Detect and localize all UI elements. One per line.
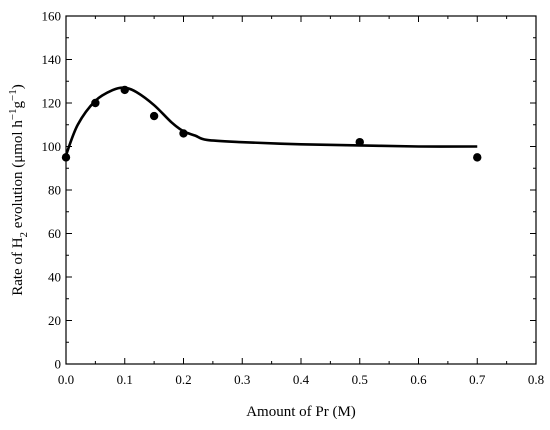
- y-tick-label: 20: [48, 313, 61, 328]
- y-axis-title-part: 2: [18, 232, 30, 238]
- y-tick-label: 80: [48, 183, 61, 198]
- data-point: [473, 153, 482, 162]
- data-point: [149, 111, 159, 121]
- data-point: [120, 85, 129, 95]
- y-axis-title-part: evolution (μmol h: [10, 120, 26, 232]
- data-point: [355, 137, 364, 147]
- x-tick-label: 0.5: [352, 372, 368, 387]
- x-tick-label: 0.0: [58, 372, 74, 387]
- y-axis-title-part: ): [10, 84, 26, 89]
- y-axis-title-part: g: [10, 100, 26, 108]
- data-point: [91, 98, 100, 108]
- y-tick-label: 100: [42, 139, 62, 154]
- y-tick-label: 140: [42, 52, 62, 67]
- plot-frame: [65, 15, 537, 365]
- y-axis-title-part: Rate of H: [10, 237, 26, 295]
- x-tick-label: 0.6: [410, 372, 427, 387]
- x-tick-label: 0.4: [293, 372, 310, 387]
- y-tick-label: 120: [42, 96, 62, 111]
- x-tick-label: 0.7: [469, 372, 486, 387]
- x-axis-title: Amount of Pr (M): [246, 404, 356, 420]
- data-point: [179, 129, 188, 138]
- y-tick-label: 0: [55, 357, 62, 372]
- data-point: [61, 153, 71, 162]
- x-tick-label: 0.8: [528, 372, 544, 387]
- y-axis-title-part: −1: [7, 89, 19, 101]
- y-axis-title-part: −1: [7, 108, 19, 120]
- x-tick-label: 0.1: [117, 372, 133, 387]
- x-tick-label: 0.2: [175, 372, 191, 387]
- fit-curve: [64, 86, 478, 156]
- y-axis-title: Rate of H2 evolution (μmol h−1g−1): [7, 84, 30, 296]
- y-tick-label: 60: [48, 226, 61, 241]
- y-tick-label: 40: [48, 270, 61, 285]
- x-tick-label: 0.3: [234, 372, 250, 387]
- y-tick-label: 160: [42, 9, 62, 24]
